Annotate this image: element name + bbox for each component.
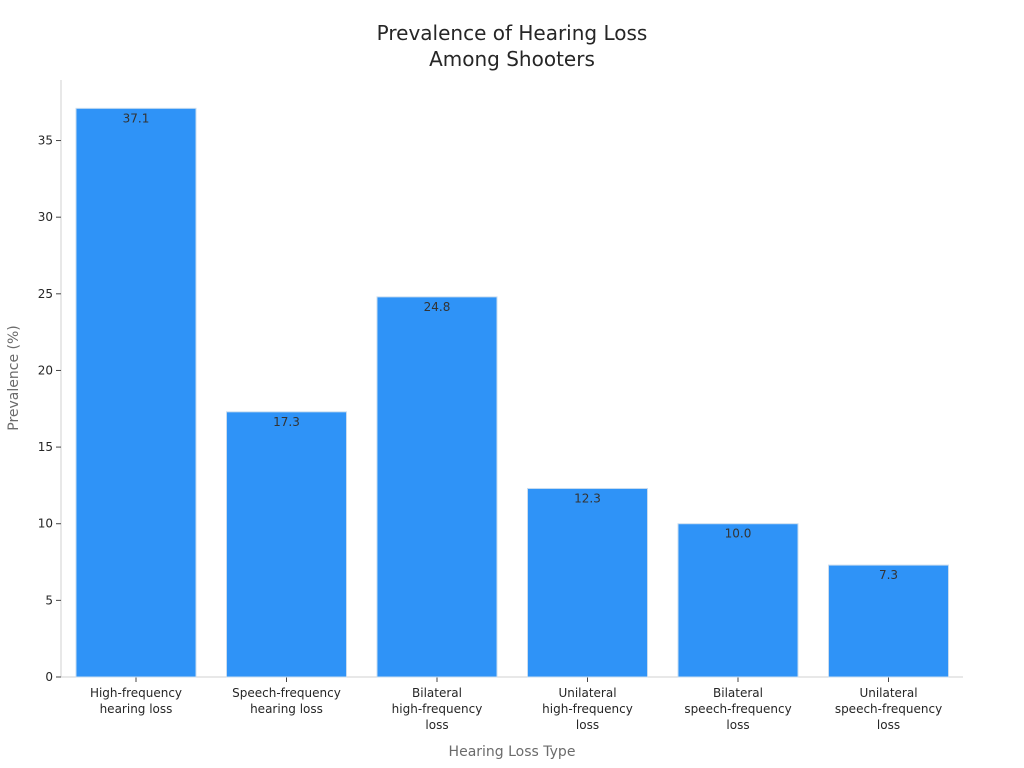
y-axis-label: Prevalence (%) bbox=[6, 325, 22, 431]
x-tick-label: Bilateral high-frequency loss bbox=[392, 686, 483, 732]
data-labels: 37.1 17.3 24.8 12.3 10.0 7.3 bbox=[123, 111, 898, 582]
y-tick-label: 30 bbox=[38, 210, 53, 224]
bar bbox=[677, 523, 799, 678]
x-tick-label: Bilateral speech-frequency loss bbox=[684, 686, 791, 732]
x-tick-label: Unilateral high-frequency loss bbox=[542, 686, 633, 732]
bar bbox=[527, 487, 648, 678]
x-axis: High-frequency hearing loss Speech-frequen… bbox=[61, 676, 963, 732]
y-tick-label: 25 bbox=[38, 287, 53, 301]
bar-value-label: 37.1 bbox=[123, 111, 150, 125]
x-tick-label: Unilateral speech-frequency loss bbox=[835, 686, 942, 732]
bar-value-label: 12.3 bbox=[574, 491, 601, 505]
y-tick-label: 5 bbox=[45, 593, 53, 607]
x-tick-label: High-frequency hearing loss bbox=[90, 686, 182, 716]
bars bbox=[75, 107, 949, 678]
bar bbox=[828, 564, 949, 678]
y-axis: 0 5 10 15 20 25 30 35 bbox=[38, 80, 62, 684]
y-tick-label: 35 bbox=[38, 134, 53, 148]
x-tick-label: Speech-frequency hearing loss bbox=[232, 686, 341, 716]
bar bbox=[75, 107, 197, 678]
bar-value-label: 17.3 bbox=[273, 415, 300, 429]
chart-title-line: Prevalence of Hearing Loss bbox=[377, 21, 648, 45]
bar-value-label: 10.0 bbox=[725, 527, 752, 541]
y-tick-label: 10 bbox=[38, 517, 53, 531]
y-tick-label: 20 bbox=[38, 363, 53, 377]
chart-title-line: Among Shooters bbox=[429, 47, 595, 71]
y-tick-label: 15 bbox=[38, 440, 53, 454]
bar bbox=[226, 411, 347, 678]
bar-value-label: 7.3 bbox=[879, 568, 898, 582]
bar-value-label: 24.8 bbox=[424, 300, 451, 314]
x-axis-label: Hearing Loss Type bbox=[449, 744, 576, 760]
y-tick-label: 0 bbox=[45, 670, 53, 684]
bar bbox=[376, 296, 498, 678]
